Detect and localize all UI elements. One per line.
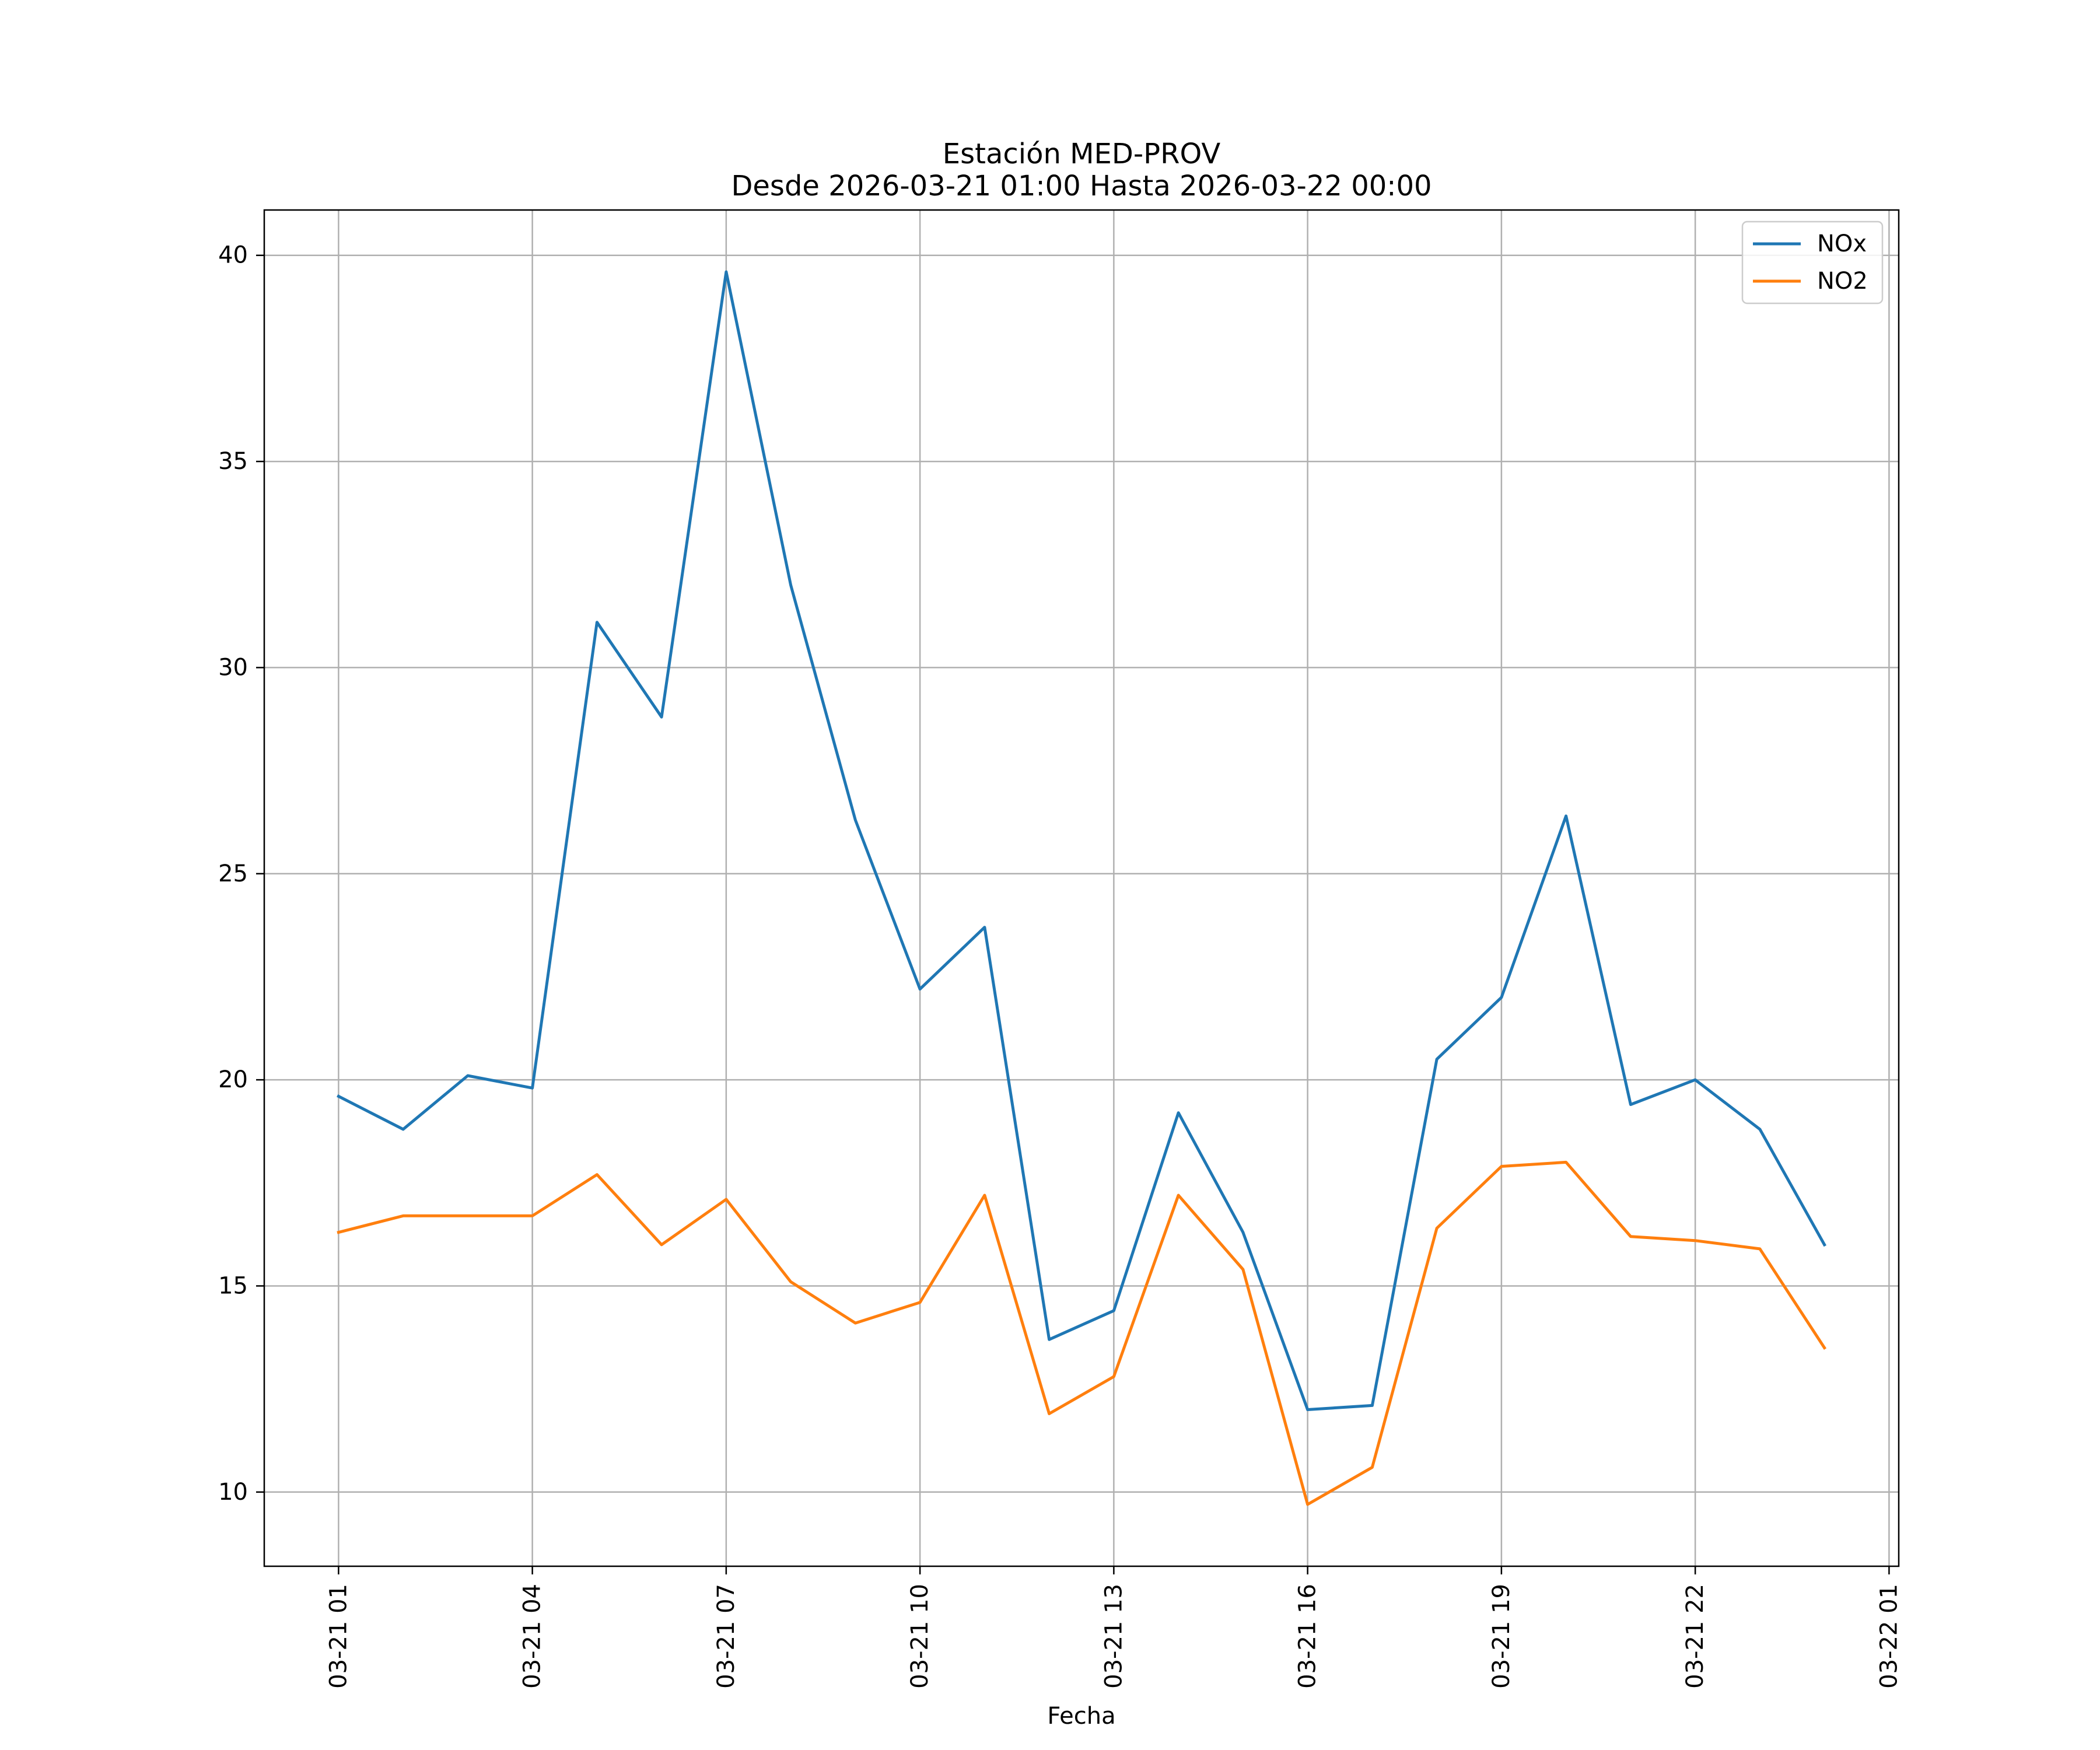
legend-label-nox: NOx <box>1817 230 1867 257</box>
ticks-layer: 03-21 01 03-21 04 03-21 07 03-21 10 03-21 13… <box>218 242 1902 1689</box>
grid-layer <box>264 210 1899 1566</box>
y-tick-label: 40 <box>218 242 248 269</box>
y-tick-label: 10 <box>218 1479 248 1506</box>
chart-subtitle: Desde 2026-03-21 01:00 Hasta 2026-03-22 … <box>731 170 1432 202</box>
y-tick-label: 20 <box>218 1066 248 1093</box>
x-tick-label: 03-21 01 <box>325 1584 352 1689</box>
series-line-nox <box>337 270 1827 1411</box>
x-tick-label: 03-21 13 <box>1100 1584 1127 1689</box>
legend-box <box>1741 220 1884 304</box>
x-tick-label: 03-21 04 <box>519 1584 546 1689</box>
x-tick-label: 03-21 16 <box>1294 1584 1321 1689</box>
legend: NOx NO2 <box>1741 220 1884 304</box>
y-tick-label: 35 <box>218 448 248 475</box>
x-tick-label: 03-21 07 <box>713 1584 740 1689</box>
series-layer <box>337 270 1827 1506</box>
y-tick-label: 30 <box>218 654 248 681</box>
x-tick-label: 03-22 01 <box>1875 1584 1902 1689</box>
series-line-no2 <box>337 1160 1827 1506</box>
y-tick-label: 15 <box>218 1272 248 1299</box>
y-tick-label: 25 <box>218 860 248 887</box>
legend-label-no2: NO2 <box>1817 268 1868 295</box>
chart-title: Estación MED-PROV <box>943 138 1221 170</box>
x-tick-label: 03-21 22 <box>1682 1584 1709 1689</box>
plot-frame <box>263 209 1900 1567</box>
x-tick-label: 03-21 19 <box>1488 1584 1515 1689</box>
x-axis-label: Fecha <box>1047 1703 1115 1730</box>
x-tick-label: 03-21 10 <box>907 1584 933 1689</box>
